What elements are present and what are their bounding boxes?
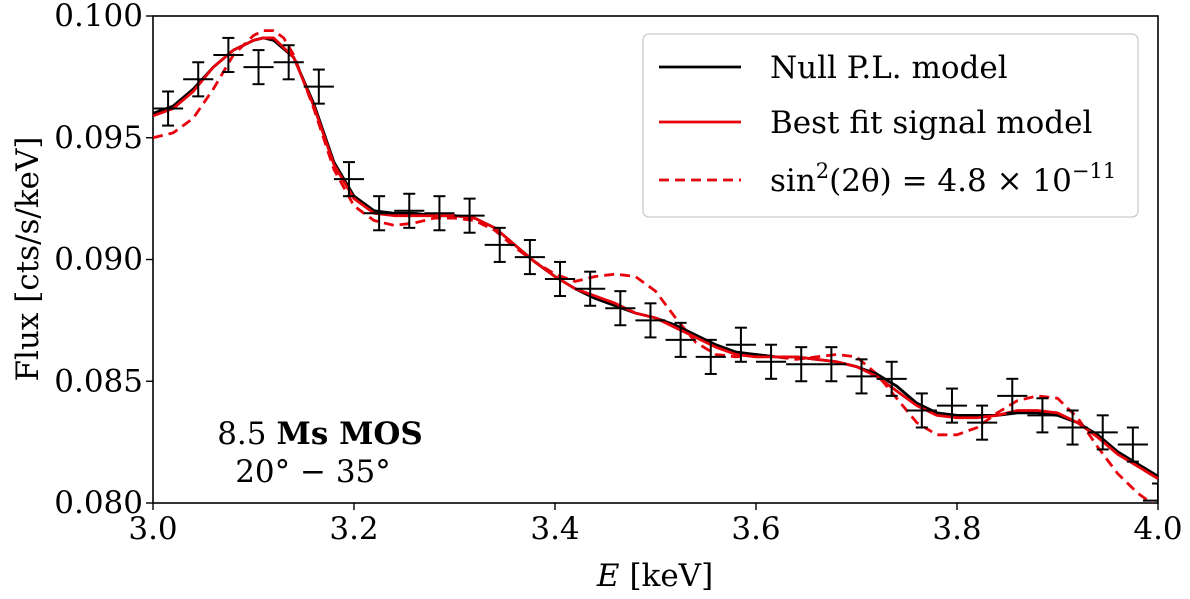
data-point: [846, 358, 877, 395]
data-point: [484, 226, 515, 263]
data-point: [786, 346, 817, 383]
data-point: [213, 36, 244, 74]
annotation-line-1: 8.5 Ms MOS: [217, 416, 423, 452]
data-point: [1117, 426, 1148, 463]
x-tick-label: 4.0: [1133, 511, 1182, 547]
data-point: [997, 377, 1028, 414]
annotation-line-2: 20° − 35°: [235, 454, 391, 490]
legend-label-signal: sin2(2θ) = 4.8 × 10−11: [770, 159, 1116, 199]
data-point: [364, 195, 395, 232]
legend-signal-fn: sin: [770, 163, 816, 199]
data-points-layer: [153, 36, 1158, 503]
x-axis-variable: E: [596, 558, 620, 594]
y-tick-label: 0.080: [54, 485, 143, 521]
data-point: [967, 404, 998, 441]
data-point: [454, 197, 485, 234]
legend: Null P.L. model Best fit signal model si…: [642, 33, 1139, 218]
data-point: [756, 343, 787, 380]
x-tick-label: 3.8: [932, 511, 981, 547]
y-axis-label: Flux [cts/s/keV]: [10, 137, 46, 382]
x-axis-label: E [keV]: [596, 558, 713, 594]
data-point: [424, 195, 455, 232]
x-axis-ticks: 3.0 3.2 3.4 3.6 3.8 4.0: [128, 503, 1183, 547]
legend-box: [642, 33, 1139, 218]
data-point: [394, 192, 425, 229]
data-point: [1087, 414, 1118, 451]
data-point: [544, 260, 576, 298]
data-point: [243, 49, 274, 86]
annotation-bold: Ms MOS: [277, 416, 423, 452]
x-tick-label: 3.6: [731, 511, 780, 547]
data-point: [1142, 482, 1158, 503]
data-point: [1027, 397, 1058, 434]
data-point: [1057, 409, 1088, 446]
data-point: [936, 387, 968, 424]
data-point: [303, 68, 334, 105]
legend-signal-sup: 2: [816, 159, 829, 183]
series-best-fit-line: [153, 36, 1158, 480]
data-point: [273, 44, 304, 81]
data-point: [635, 302, 666, 339]
data-point: [876, 360, 907, 397]
y-tick-label: 0.085: [54, 363, 143, 399]
data-point: [816, 346, 847, 383]
x-tick-label: 3.0: [128, 511, 177, 547]
legend-signal-exp: −11: [1072, 159, 1116, 183]
data-point: [183, 61, 214, 98]
data-point: [695, 338, 726, 375]
data-point: [333, 161, 365, 198]
y-axis-ticks: 0.080 0.085 0.090 0.095 0.100: [54, 0, 153, 521]
legend-label-null-model: Null P.L. model: [770, 50, 1008, 86]
y-tick-label: 0.095: [54, 120, 143, 156]
data-point: [665, 321, 696, 358]
legend-label-best-fit: Best fit signal model: [770, 105, 1092, 141]
x-tick-label: 3.2: [329, 511, 378, 547]
annotation-number: 8.5: [217, 416, 266, 452]
data-point: [153, 90, 184, 127]
data-point: [605, 290, 636, 327]
data-point: [575, 270, 606, 307]
legend-signal-arg: (2θ) = 4.8 × 10: [829, 163, 1072, 199]
data-point: [725, 326, 756, 363]
x-tick-label: 3.4: [530, 511, 579, 547]
data-point: [514, 239, 545, 276]
y-tick-label: 0.100: [54, 0, 143, 34]
data-point: [906, 392, 937, 429]
x-axis-unit: [keV]: [629, 558, 713, 594]
y-tick-label: 0.090: [54, 242, 143, 278]
